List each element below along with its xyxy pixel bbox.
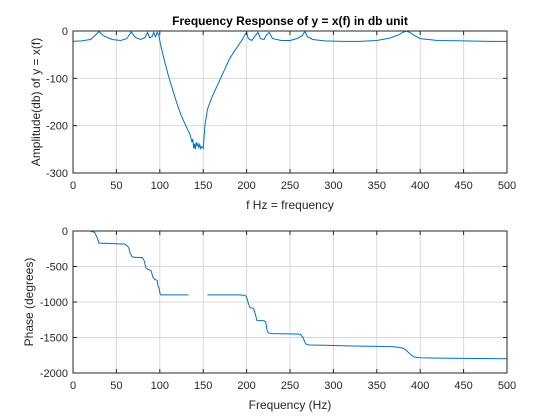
amplitude-grid xyxy=(73,31,507,173)
amplitude-ylabel: Amplitude(db) of y = x(f) xyxy=(29,38,43,166)
phase-ytick-label: -500 xyxy=(46,262,68,274)
phase-axes-border xyxy=(72,230,508,374)
phase-xtick-label: 150 xyxy=(194,380,212,392)
phase-ytick-label: -2000 xyxy=(40,368,68,380)
amplitude-axes-border xyxy=(72,30,508,174)
amplitude-xtick-label: 300 xyxy=(324,180,342,192)
amplitude-xtick-label: 100 xyxy=(151,180,169,192)
amplitude-xtick-label: 150 xyxy=(194,180,212,192)
amplitude-line xyxy=(72,30,507,150)
amplitude-xtick-label: 250 xyxy=(281,180,299,192)
phase-ytick-label: -1500 xyxy=(40,333,68,345)
amplitude-xtick-label: 200 xyxy=(237,180,255,192)
phase-xtick-label: 400 xyxy=(411,380,429,392)
amplitude-ytick-label: -300 xyxy=(46,168,68,180)
amplitude-ticks: 0 50 100 150 200 250 300 350 400 450 500 -300 -200 -1… xyxy=(46,26,516,192)
phase-xtick-label: 100 xyxy=(151,380,169,392)
phase-xtick-label: 200 xyxy=(237,380,255,392)
phase-plot: 0 50 100 150 200 250 300 350 400 450 500 -2000 -1500… xyxy=(22,226,516,412)
amplitude-xtick-label: 0 xyxy=(70,180,76,192)
phase-ytick-label: -1000 xyxy=(40,297,68,309)
phase-xtick-label: 50 xyxy=(110,380,122,392)
amplitude-ytick-label: 0 xyxy=(62,26,68,38)
amplitude-xlabel: f Hz = frequency xyxy=(246,198,334,212)
amplitude-xtick-label: 400 xyxy=(411,180,429,192)
amplitude-xtick-label: 450 xyxy=(454,180,472,192)
amplitude-ytick-label: -200 xyxy=(46,121,68,133)
phase-xtick-label: 300 xyxy=(324,380,342,392)
phase-xtick-label: 0 xyxy=(70,380,76,392)
phase-lines xyxy=(73,230,508,360)
phase-xtick-label: 450 xyxy=(454,380,472,392)
amplitude-title: Frequency Response of y = x(f) in db uni… xyxy=(172,14,408,28)
phase-ticks: 0 50 100 150 200 250 300 350 400 450 500 -2000 -1500… xyxy=(40,226,516,392)
amplitude-xtick-label: 50 xyxy=(110,180,122,192)
phase-xlabel: Frequency (Hz) xyxy=(249,398,332,412)
amplitude-xtick-label: 500 xyxy=(498,180,516,192)
phase-line-segment-1 xyxy=(73,230,189,296)
amplitude-xtick-label: 350 xyxy=(368,180,386,192)
phase-line-segment-2 xyxy=(207,294,508,360)
phase-xtick-label: 350 xyxy=(368,380,386,392)
phase-grid xyxy=(73,231,507,373)
amplitude-plot: 0 50 100 150 200 250 300 350 400 450 500 -300 -200 -1… xyxy=(29,14,516,212)
phase-xtick-label: 500 xyxy=(498,380,516,392)
phase-ylabel: Phase (degrees) xyxy=(22,258,36,347)
amplitude-ytick-label: -100 xyxy=(46,73,68,85)
phase-xtick-label: 250 xyxy=(281,380,299,392)
phase-ytick-label: 0 xyxy=(62,226,68,238)
